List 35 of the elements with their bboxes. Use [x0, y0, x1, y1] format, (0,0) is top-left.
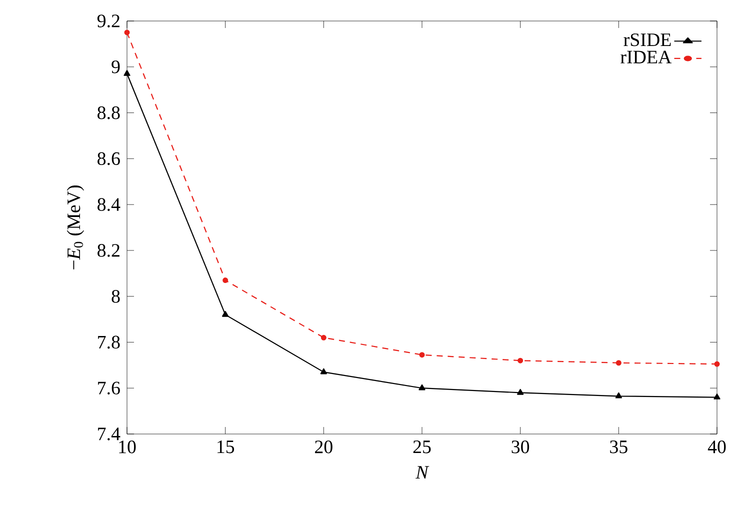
point — [615, 392, 622, 398]
point — [714, 394, 720, 400]
y-tick-label: 8.6 — [98, 152, 120, 166]
y-tick-label: 8.4 — [98, 198, 120, 211]
point — [320, 334, 326, 340]
point — [124, 70, 130, 76]
y-tick-label: 7.6 — [98, 382, 120, 395]
y-tick-label: 9.2 — [97, 14, 120, 28]
point — [222, 310, 229, 317]
y-tick-label: 7.4 — [98, 428, 120, 440]
x-tick-label: 15 — [218, 440, 234, 454]
x-tick-label: 25 — [413, 440, 431, 454]
point — [714, 361, 720, 367]
y-tick-label: 8.2 — [98, 244, 120, 257]
legend-label: rSIDE — [624, 33, 671, 46]
point — [419, 352, 425, 358]
point — [222, 278, 228, 284]
y-tick-label: 7.8 — [98, 336, 120, 349]
point — [418, 384, 426, 390]
y-tick-label: 8 — [112, 290, 120, 303]
point — [517, 388, 524, 395]
x-tick-label: 40 — [708, 440, 726, 454]
x-tick-label: 30 — [512, 440, 530, 454]
y-axis-title: −E$_{0}$ (MeV) — [66, 186, 84, 270]
x-tick-label: 20 — [315, 440, 332, 454]
x-tick-label: 10 — [119, 440, 136, 454]
point — [320, 368, 327, 374]
point — [518, 358, 524, 364]
y-tick-label: 8.8 — [98, 106, 120, 120]
y-tick-label: 9 — [112, 60, 120, 74]
x-axis-title: N — [416, 466, 430, 478]
point — [616, 360, 622, 366]
legend-label: rIDEA — [620, 50, 672, 64]
x-tick-label: 35 — [610, 440, 628, 454]
point — [124, 30, 130, 36]
